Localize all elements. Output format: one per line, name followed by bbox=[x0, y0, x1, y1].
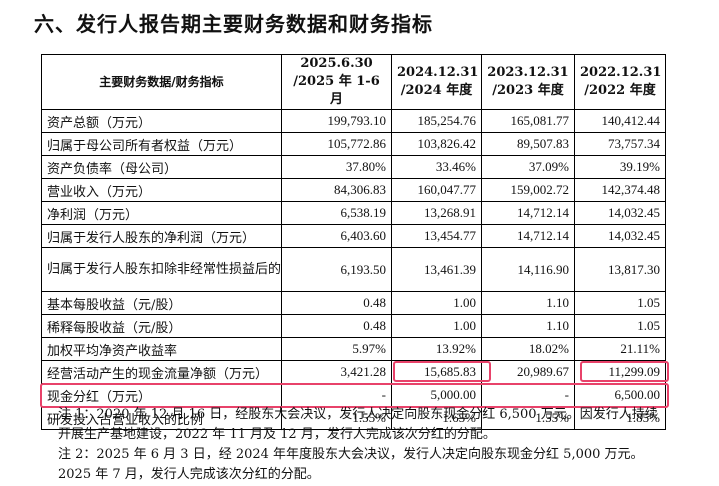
dividend-2022-highlight bbox=[580, 361, 669, 382]
header-label: 主要财务数据/财务指标 bbox=[41, 54, 282, 110]
cell-value: 199,793.10 bbox=[281, 109, 392, 133]
table-notes: 注 1：2020 年 12 月 16 日，经股东大会决议，发行人决定向股东现金分… bbox=[58, 405, 668, 485]
cell-value: 0.48 bbox=[281, 291, 392, 315]
dividend-2024-highlight bbox=[393, 361, 491, 382]
note-1: 注 1：2020 年 12 月 16 日，经股东大会决议，发行人决定向股东现金分… bbox=[58, 407, 658, 442]
header-col-2025: 2025.6.30/2025 年 1-6 月 bbox=[281, 54, 392, 110]
financial-data-table: 主要财务数据/财务指标 2025.6.30/2025 年 1-6 月 2024.… bbox=[41, 54, 666, 430]
table-row: 归属于母公司所有者权益（万元） 105,772.86 103,826.42 89… bbox=[41, 132, 666, 156]
cell-value: 33.46% bbox=[391, 155, 482, 179]
cell-value: 160,047.77 bbox=[391, 178, 482, 202]
cell-value: 6,193.50 bbox=[281, 247, 392, 292]
table-row: 经营活动产生的现金流量净额（万元） 3,421.28 15,685.83 20,… bbox=[41, 360, 666, 384]
row-label: 经营活动产生的现金流量净额（万元） bbox=[41, 360, 282, 384]
cell-value: 142,374.48 bbox=[574, 178, 666, 202]
cell-value: 5.97% bbox=[281, 337, 392, 361]
cell-value: 39.19% bbox=[574, 155, 666, 179]
cell-value: 103,826.42 bbox=[391, 132, 482, 156]
cell-value: 1.05 bbox=[574, 291, 666, 315]
row-label: 归属于母公司所有者权益（万元） bbox=[41, 132, 282, 156]
cell-value: 89,507.83 bbox=[481, 132, 575, 156]
cell-value: 1.00 bbox=[391, 314, 482, 338]
cell-value: 1.05 bbox=[574, 314, 666, 338]
row-label: 资产总额（万元） bbox=[41, 109, 282, 133]
header-col-2022: 2022.12.31/2022 年度 bbox=[574, 54, 666, 110]
cell-value: 1.65% bbox=[391, 406, 482, 430]
cell-value: 14,032.45 bbox=[574, 201, 666, 225]
table-row: 资产负债率（母公司） 37.80% 33.46% 37.09% 39.19% bbox=[41, 155, 666, 179]
table-row: 研发投入占营业收入的比例 1.55% 1.65% 1.55% 1.85% bbox=[41, 406, 666, 430]
cell-value: 0.48 bbox=[281, 314, 392, 338]
note-2: 注 2：2025 年 6 月 3 日，经 2024 年年度股东大会决议，发行人决… bbox=[58, 447, 644, 482]
cell-value: 13,454.77 bbox=[391, 224, 482, 248]
table-row: 加权平均净资产收益率 5.97% 13.92% 18.02% 21.11% bbox=[41, 337, 666, 361]
cell-value: 165,081.77 bbox=[481, 109, 575, 133]
cell-value: 13,461.39 bbox=[391, 247, 482, 292]
section-title: 六、发行人报告期主要财务数据和财务指标 bbox=[34, 12, 433, 36]
cell-value: 18.02% bbox=[481, 337, 575, 361]
cell-value: 105,772.86 bbox=[281, 132, 392, 156]
cell-value: 6,403.60 bbox=[281, 224, 392, 248]
cell-value: 14,712.14 bbox=[481, 201, 575, 225]
table-row: 归属于发行人股东的净利润（万元） 6,403.60 13,454.77 14,7… bbox=[41, 224, 666, 248]
cell-value: 37.80% bbox=[281, 155, 392, 179]
row-label: 稀释每股收益（元/股） bbox=[41, 314, 282, 338]
cell-value: 185,254.76 bbox=[391, 109, 482, 133]
row-label: 营业收入（万元） bbox=[41, 178, 282, 202]
cell-value: 1.85% bbox=[574, 406, 666, 430]
cell-value: 14,116.90 bbox=[481, 247, 575, 292]
table-row: 营业收入（万元） 84,306.83 160,047.77 159,002.72… bbox=[41, 178, 666, 202]
cell-value: 21.11% bbox=[574, 337, 666, 361]
cell-value: 140,412.44 bbox=[574, 109, 666, 133]
row-label: 资产负债率（母公司） bbox=[41, 155, 282, 179]
table-header-row: 主要财务数据/财务指标 2025.6.30/2025 年 1-6 月 2024.… bbox=[41, 54, 666, 110]
cell-value: 37.09% bbox=[481, 155, 575, 179]
row-label: 研发投入占营业收入的比例 bbox=[41, 406, 282, 430]
cell-value: 1.00 bbox=[391, 291, 482, 315]
cell-value: 13,817.30 bbox=[574, 247, 666, 292]
table-row: 稀释每股收益（元/股） 0.48 1.00 1.10 1.05 bbox=[41, 314, 666, 338]
table-row: 归属于发行人股东扣除非经常性损益后的净利润（万元） 6,193.50 13,46… bbox=[41, 247, 666, 292]
table-row: 净利润（万元） 6,538.19 13,268.91 14,712.14 14,… bbox=[41, 201, 666, 225]
rd-ratio-row-highlight bbox=[40, 383, 669, 408]
row-label: 归属于发行人股东扣除非经常性损益后的净利润（万元） bbox=[41, 247, 282, 292]
cell-value: 6,538.19 bbox=[281, 201, 392, 225]
header-col-2024: 2024.12.31/2024 年度 bbox=[391, 54, 482, 110]
table-row: 基本每股收益（元/股） 0.48 1.00 1.10 1.05 bbox=[41, 291, 666, 315]
cell-value: 14,712.14 bbox=[481, 224, 575, 248]
row-label: 净利润（万元） bbox=[41, 201, 282, 225]
cell-value: 20,989.67 bbox=[481, 360, 575, 384]
row-label: 基本每股收益（元/股） bbox=[41, 291, 282, 315]
cell-value: 84,306.83 bbox=[281, 178, 392, 202]
cell-value: 3,421.28 bbox=[281, 360, 392, 384]
row-label: 加权平均净资产收益率 bbox=[41, 337, 282, 361]
header-col-2023: 2023.12.31/2023 年度 bbox=[481, 54, 575, 110]
row-label: 归属于发行人股东的净利润（万元） bbox=[41, 224, 282, 248]
cell-value: 13,268.91 bbox=[391, 201, 482, 225]
cell-value: 13.92% bbox=[391, 337, 482, 361]
cell-value: 14,032.45 bbox=[574, 224, 666, 248]
cell-value: 73,757.34 bbox=[574, 132, 666, 156]
table-row: 资产总额（万元） 199,793.10 185,254.76 165,081.7… bbox=[41, 109, 666, 133]
cell-value: 1.10 bbox=[481, 314, 575, 338]
cell-value: 1.10 bbox=[481, 291, 575, 315]
cell-value: 159,002.72 bbox=[481, 178, 575, 202]
